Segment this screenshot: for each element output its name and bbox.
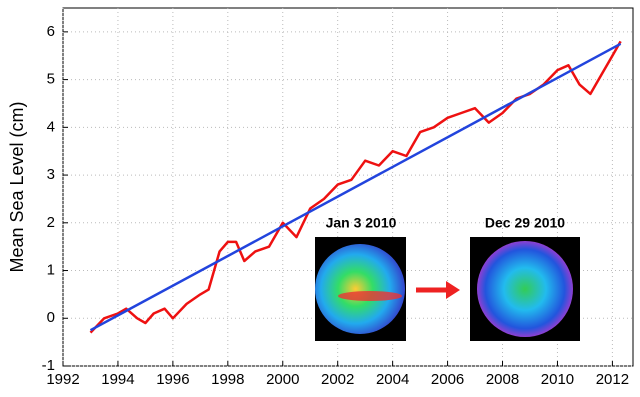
globe-anomaly — [338, 291, 402, 301]
x-tick-label: 2010 — [541, 371, 574, 388]
chart: Jan 3 2010 Dec 29 2010 Mean Sea Level (c… — [0, 0, 640, 392]
x-tick-label: 2012 — [596, 371, 629, 388]
x-tick-label: 1996 — [156, 371, 189, 388]
x-tick-label: 2000 — [266, 371, 299, 388]
annotation: Dec 29 2010 — [485, 215, 565, 231]
x-tick-label: 2006 — [431, 371, 464, 388]
y-tick-label: 3 — [47, 166, 55, 183]
globe — [477, 241, 573, 337]
y-tick-label: 0 — [47, 309, 55, 326]
x-tick-label: 2004 — [376, 371, 409, 388]
x-tick-label: 1992 — [46, 371, 79, 388]
y-tick-label: 5 — [47, 71, 55, 88]
annotation: Jan 3 2010 — [326, 215, 397, 231]
globe — [315, 244, 405, 334]
x-tick-label: 2008 — [486, 371, 519, 388]
x-tick-label: 1994 — [101, 371, 134, 388]
y-tick-label: 2 — [47, 214, 55, 231]
x-tick-label: 1998 — [211, 371, 244, 388]
y-tick-label: 4 — [47, 118, 55, 135]
y-tick-label: 6 — [47, 23, 55, 40]
y-tick-label: 1 — [47, 262, 55, 279]
x-tick-label: 2002 — [321, 371, 354, 388]
y-axis-label: Mean Sea Level (cm) — [7, 101, 27, 272]
